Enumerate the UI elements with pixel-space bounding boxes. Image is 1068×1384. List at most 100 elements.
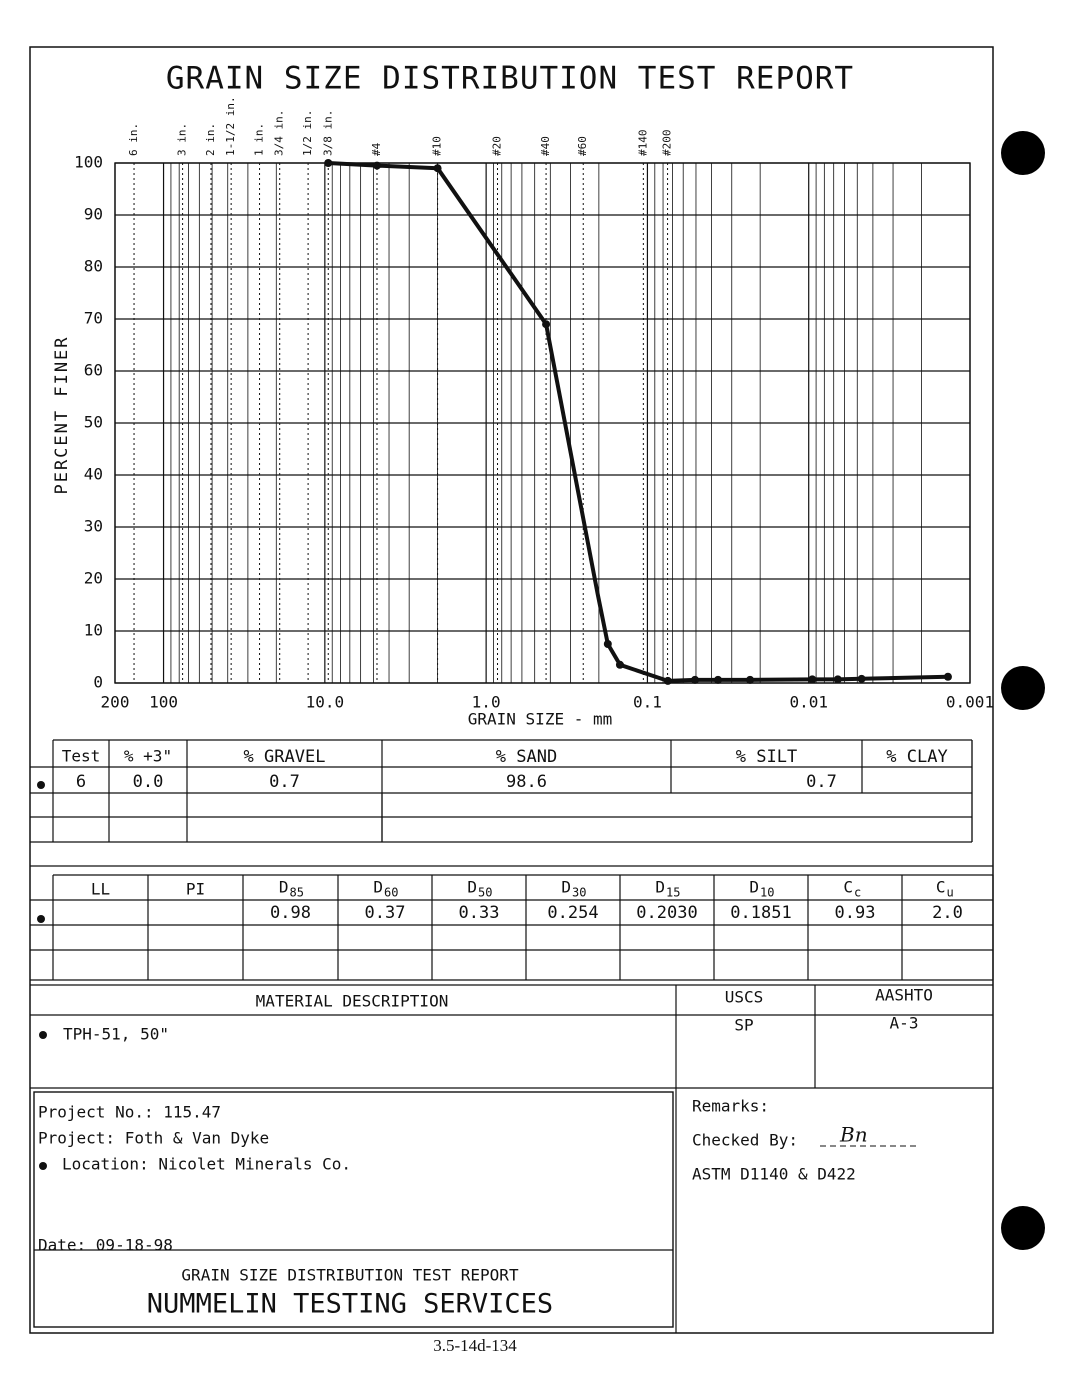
sieve-label: #140 <box>636 130 649 157</box>
gradation-curve <box>328 161 948 683</box>
checked-by: Checked By: <box>692 1131 798 1150</box>
sieve-label: 6 in. <box>127 123 140 156</box>
sieve-label: 3 in. <box>176 123 189 156</box>
hole-punch <box>1001 666 1045 710</box>
sieve-label: 1/2 in. <box>301 110 314 156</box>
table-header: % +3" <box>124 747 172 766</box>
footer-report: GRAIN SIZE DISTRIBUTION TEST REPORT <box>181 1266 519 1285</box>
sieve-label: #200 <box>661 130 674 157</box>
y-tick-label: 50 <box>84 413 103 432</box>
data-point <box>857 674 866 683</box>
table-header: D <box>749 878 759 897</box>
table-cell: 0.7 <box>269 772 300 792</box>
x-tick-label: 0.01 <box>789 693 828 712</box>
x-axis-label: GRAIN SIZE - mm <box>468 710 613 729</box>
y-tick-label: 90 <box>84 205 103 224</box>
row-bullet <box>39 1162 47 1170</box>
footer-company: NUMMELIN TESTING SERVICES <box>147 1289 553 1320</box>
table-header-subscript: 30 <box>572 886 586 900</box>
sieve-label: #20 <box>491 136 504 156</box>
table-header: D <box>279 878 289 897</box>
table-header-subscript: u <box>947 886 954 900</box>
table-header: LL <box>91 880 110 899</box>
x-tick-label: 100 <box>149 693 178 712</box>
table-cell: 0.254 <box>547 903 598 923</box>
y-tick-label: 80 <box>84 257 103 276</box>
table-header: D <box>655 878 665 897</box>
project-number: Project No.: 115.47 <box>38 1103 221 1122</box>
data-point <box>943 672 952 681</box>
table-cell: 98.6 <box>506 772 547 792</box>
sieve-label: 2 in. <box>204 123 217 156</box>
table-cell: 0.93 <box>835 903 876 923</box>
table-header: C <box>843 878 853 897</box>
project-location: Location: Nicolet Minerals Co. <box>62 1155 351 1174</box>
report-title: GRAIN SIZE DISTRIBUTION TEST REPORT <box>166 61 854 97</box>
astm-standard: ASTM D1140 & D422 <box>692 1165 856 1184</box>
y-tick-label: 100 <box>74 153 103 172</box>
data-point <box>603 640 612 648</box>
table-header-subscript: 85 <box>290 886 304 900</box>
table-header: Test <box>62 747 101 766</box>
table-header: D <box>561 878 571 897</box>
x-tick-label: 0.001 <box>946 693 994 712</box>
table-header-subscript: 60 <box>384 886 398 900</box>
row-bullet <box>37 915 45 923</box>
sieve-label: 1-1/2 in. <box>224 96 237 156</box>
y-tick-label: 60 <box>84 361 103 380</box>
aashto-class: A-3 <box>890 1014 919 1033</box>
x-tick-label: 1.0 <box>472 693 501 712</box>
sieve-label: 3/4 in. <box>273 110 286 156</box>
page-id: 3.5-14d-134 <box>433 1336 517 1355</box>
sieve-label: #4 <box>370 142 383 156</box>
x-tick-label: 0.1 <box>633 693 662 712</box>
data-point <box>324 159 333 167</box>
data-point <box>542 320 551 329</box>
data-point <box>433 164 442 173</box>
table-header-subscript: c <box>854 886 861 900</box>
y-tick-label: 30 <box>84 517 103 536</box>
y-tick-label: 10 <box>84 621 103 640</box>
signature: Bn <box>839 1123 868 1147</box>
table-header-subscript: 50 <box>478 886 492 900</box>
table-header-subscript: 15 <box>666 886 680 900</box>
table-cell: 0.0 <box>133 772 164 792</box>
data-point <box>691 675 700 684</box>
hole-punch <box>1001 1206 1045 1250</box>
sieve-label: #10 <box>431 136 444 156</box>
data-point <box>714 675 723 684</box>
table-cell: 0.33 <box>459 903 500 923</box>
page-frame <box>29 46 994 1334</box>
y-tick-label: 20 <box>84 569 103 588</box>
data-point <box>372 161 381 170</box>
table-header: C <box>936 878 946 897</box>
table-header: % SAND <box>496 747 557 767</box>
data-point <box>663 676 672 685</box>
data-point <box>808 675 817 684</box>
uscs-class: SP <box>734 1016 753 1035</box>
section-header: USCS <box>725 988 764 1007</box>
y-tick-label: 70 <box>84 309 103 328</box>
project-date: Date: 09-18-98 <box>38 1236 173 1255</box>
hole-punch <box>1001 131 1045 175</box>
material-description: TPH-51, 50" <box>63 1025 169 1044</box>
sieve-label: 1 in. <box>253 123 266 156</box>
table-header: D <box>467 878 477 897</box>
table-header: % CLAY <box>886 747 947 767</box>
table-header: % GRAVEL <box>244 747 326 767</box>
data-point <box>746 675 755 684</box>
table-header: D <box>373 878 383 897</box>
table-header: % SILT <box>736 747 797 767</box>
table-header-subscript: 10 <box>760 886 774 900</box>
table-cell: 0.1851 <box>730 903 791 923</box>
x-tick-label: 10.0 <box>306 693 345 712</box>
row-bullet <box>39 1031 47 1039</box>
project-box <box>33 1091 674 1328</box>
x-tick-label: 200 <box>101 693 130 712</box>
table-cell: 0.98 <box>270 903 311 923</box>
table-cell: 0.2030 <box>636 903 697 923</box>
table-cell: 0.37 <box>365 903 406 923</box>
sieve-label: #40 <box>539 136 552 156</box>
